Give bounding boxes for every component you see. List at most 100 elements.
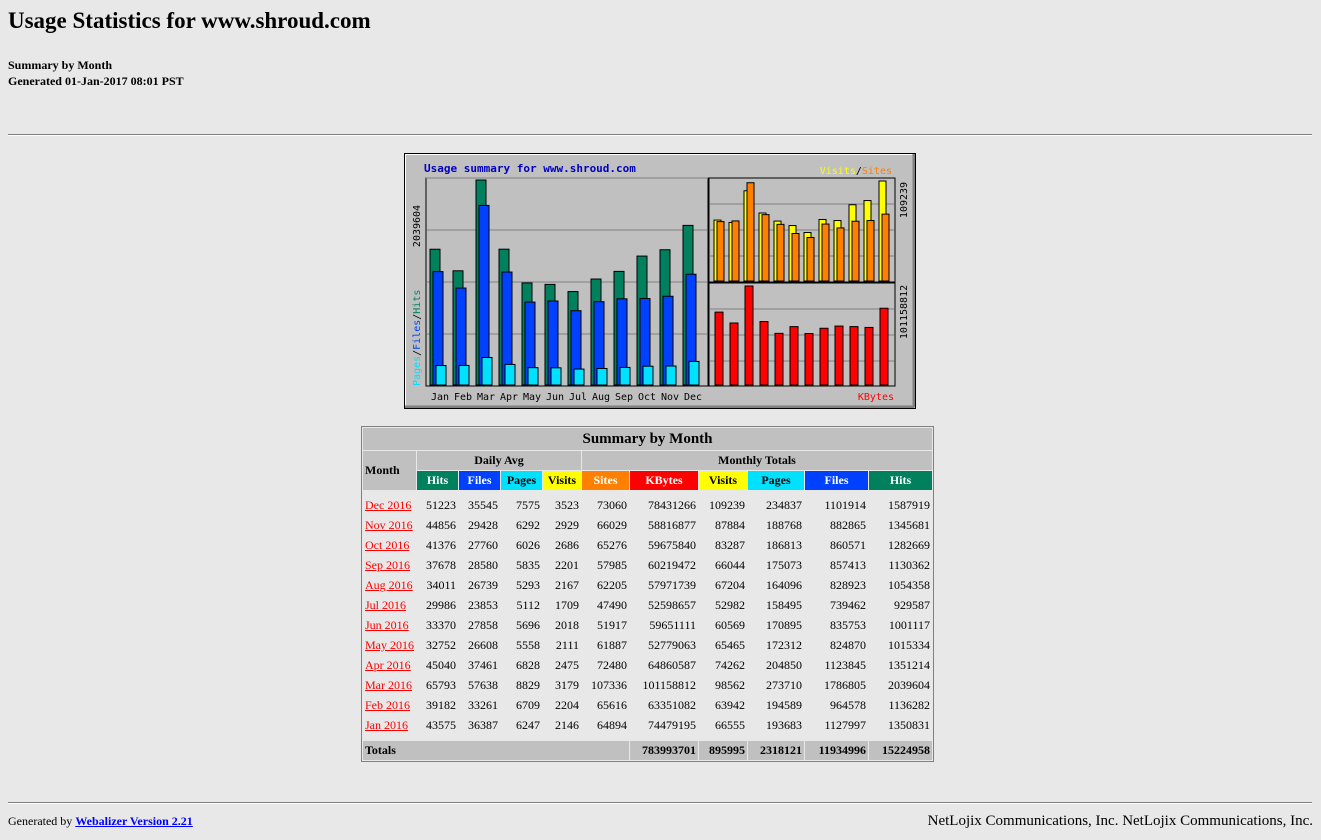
month-link[interactable]: Nov 2016 bbox=[365, 518, 413, 532]
month-link[interactable]: Aug 2016 bbox=[365, 578, 413, 592]
cell-pages: 164096 bbox=[766, 578, 802, 592]
month-cell: Feb 2016 bbox=[363, 696, 416, 715]
axis-label-files: Files bbox=[412, 320, 423, 350]
cell-hits: 1054358 bbox=[888, 578, 930, 592]
totals-files: 11934996 bbox=[805, 741, 868, 760]
month-link[interactable]: Jul 2016 bbox=[365, 598, 407, 612]
bar-sites-jan bbox=[716, 221, 725, 282]
cell-hits: 929587 bbox=[894, 598, 930, 612]
cell-d-files: 36387 bbox=[468, 718, 498, 732]
bar-pages-oct bbox=[642, 365, 654, 386]
col-daily-files: Files bbox=[459, 471, 500, 490]
cell-files: 1101914 bbox=[824, 498, 866, 512]
month-link[interactable]: Dec 2016 bbox=[365, 498, 412, 512]
month-link[interactable]: Oct 2016 bbox=[365, 538, 410, 552]
cell-hits: 2039604 bbox=[888, 678, 930, 692]
usage-graph-svg: Usage summary for www.shroud.com Visits/… bbox=[405, 154, 915, 408]
spacer-row bbox=[363, 736, 932, 740]
page-title: Usage Statistics for www.shroud.com bbox=[8, 8, 371, 33]
month-column-header: Month bbox=[363, 451, 416, 490]
month-link[interactable]: Jun 2016 bbox=[365, 618, 409, 632]
month-cell: Jul 2016 bbox=[363, 596, 416, 615]
month-tick-label: Apr bbox=[500, 392, 518, 403]
visits-sites-bars bbox=[713, 180, 890, 282]
month-tick-label: Feb bbox=[454, 392, 472, 403]
month-cell: Mar 2016 bbox=[363, 676, 416, 695]
bar-sites-jul bbox=[806, 237, 815, 282]
cell-hits: 1350831 bbox=[888, 718, 930, 732]
cell-d-visits: 2475 bbox=[555, 658, 579, 672]
cell-sites: 57985 bbox=[597, 558, 627, 572]
cell-files: 860571 bbox=[830, 538, 866, 552]
bar-sites-nov bbox=[866, 220, 875, 282]
totals-row: Totals 783993701 895995 2318121 11934996… bbox=[363, 741, 932, 760]
axis-label-slash-1: / bbox=[412, 350, 423, 356]
cell-d-visits: 2204 bbox=[555, 698, 579, 712]
cell-kbytes: 60219472 bbox=[648, 558, 696, 572]
cell-kbytes: 74479195 bbox=[648, 718, 696, 732]
cell-kbytes: 64860587 bbox=[648, 658, 696, 672]
cell-pages: 186813 bbox=[766, 538, 802, 552]
bar-kbytes-oct bbox=[849, 326, 859, 386]
month-cell: Nov 2016 bbox=[363, 516, 416, 535]
bar-pages-nov bbox=[665, 365, 677, 386]
legend-visits: Visits bbox=[820, 166, 856, 177]
cell-d-pages: 7575 bbox=[516, 498, 540, 512]
bar-pages-apr bbox=[504, 363, 516, 386]
bar-pages-jul bbox=[573, 368, 585, 386]
cell-hits: 1001117 bbox=[888, 618, 930, 632]
cell-hits: 1587919 bbox=[888, 498, 930, 512]
month-link[interactable]: Jan 2016 bbox=[365, 718, 408, 732]
cell-files: 835753 bbox=[830, 618, 866, 632]
bar-sites-oct bbox=[851, 220, 860, 282]
cell-d-pages: 5112 bbox=[516, 598, 540, 612]
table-row: May 2016 32752 26608 5558 2111 61887 52779063 6… bbox=[363, 636, 932, 655]
cell-d-pages: 8829 bbox=[516, 678, 540, 692]
bar-pages-may bbox=[527, 367, 539, 386]
cell-d-visits: 3179 bbox=[555, 678, 579, 692]
axis-label-slash-2: / bbox=[412, 314, 423, 320]
cell-files: 739462 bbox=[830, 598, 866, 612]
cell-kbytes: 63351082 bbox=[648, 698, 696, 712]
table-body: Dec 2016 51223 35545 7575 3523 73060 78431266 1… bbox=[363, 496, 932, 735]
month-link[interactable]: Feb 2016 bbox=[365, 698, 410, 712]
usage-summary-graph: Usage summary for www.shroud.com Visits/… bbox=[404, 153, 916, 409]
cell-files: 857413 bbox=[830, 558, 866, 572]
cell-d-pages: 5293 bbox=[516, 578, 540, 592]
bar-kbytes-dec bbox=[879, 307, 889, 386]
month-link[interactable]: Sep 2016 bbox=[365, 558, 410, 572]
generated-date: Generated 01-Jan-2017 08:01 PST bbox=[8, 74, 184, 88]
cell-d-visits: 2018 bbox=[555, 618, 579, 632]
right-top-max-label: 109239 bbox=[899, 182, 910, 218]
month-link[interactable]: May 2016 bbox=[365, 638, 414, 652]
bar-kbytes-sep bbox=[834, 325, 844, 386]
month-link[interactable]: Apr 2016 bbox=[365, 658, 411, 672]
cell-visits: 63942 bbox=[715, 698, 745, 712]
cell-d-files: 23853 bbox=[468, 598, 498, 612]
bar-sites-sep bbox=[836, 227, 845, 282]
month-link[interactable]: Mar 2016 bbox=[365, 678, 412, 692]
cell-d-files: 26608 bbox=[468, 638, 498, 652]
daily-avg-header: Daily Avg bbox=[417, 451, 581, 470]
table-row: Jul 2016 29986 23853 5112 1709 47490 52598657 5… bbox=[363, 596, 932, 615]
cell-d-hits: 41376 bbox=[426, 538, 456, 552]
cell-kbytes: 52598657 bbox=[648, 598, 696, 612]
divider-bottom bbox=[8, 802, 1312, 804]
cell-files: 1786805 bbox=[824, 678, 866, 692]
month-cell: Jun 2016 bbox=[363, 616, 416, 635]
table-row: Jan 2016 43575 36387 6247 2146 64894 74479195 6… bbox=[363, 716, 932, 735]
webalizer-link[interactable]: Webalizer Version 2.21 bbox=[75, 814, 193, 828]
cell-hits: 1015334 bbox=[888, 638, 930, 652]
cell-d-pages: 6026 bbox=[516, 538, 540, 552]
legend-sites: Sites bbox=[862, 166, 892, 177]
cell-sites: 72480 bbox=[597, 658, 627, 672]
bar-sites-may bbox=[776, 223, 785, 282]
bar-kbytes-aug bbox=[819, 327, 829, 386]
totals-kbytes: 783993701 bbox=[630, 741, 698, 760]
cell-d-hits: 45040 bbox=[426, 658, 456, 672]
col-sites: Sites bbox=[582, 471, 629, 490]
bar-kbytes-jun bbox=[789, 326, 799, 386]
cell-pages: 204850 bbox=[766, 658, 802, 672]
cell-d-files: 35545 bbox=[468, 498, 498, 512]
cell-visits: 87884 bbox=[715, 518, 745, 532]
